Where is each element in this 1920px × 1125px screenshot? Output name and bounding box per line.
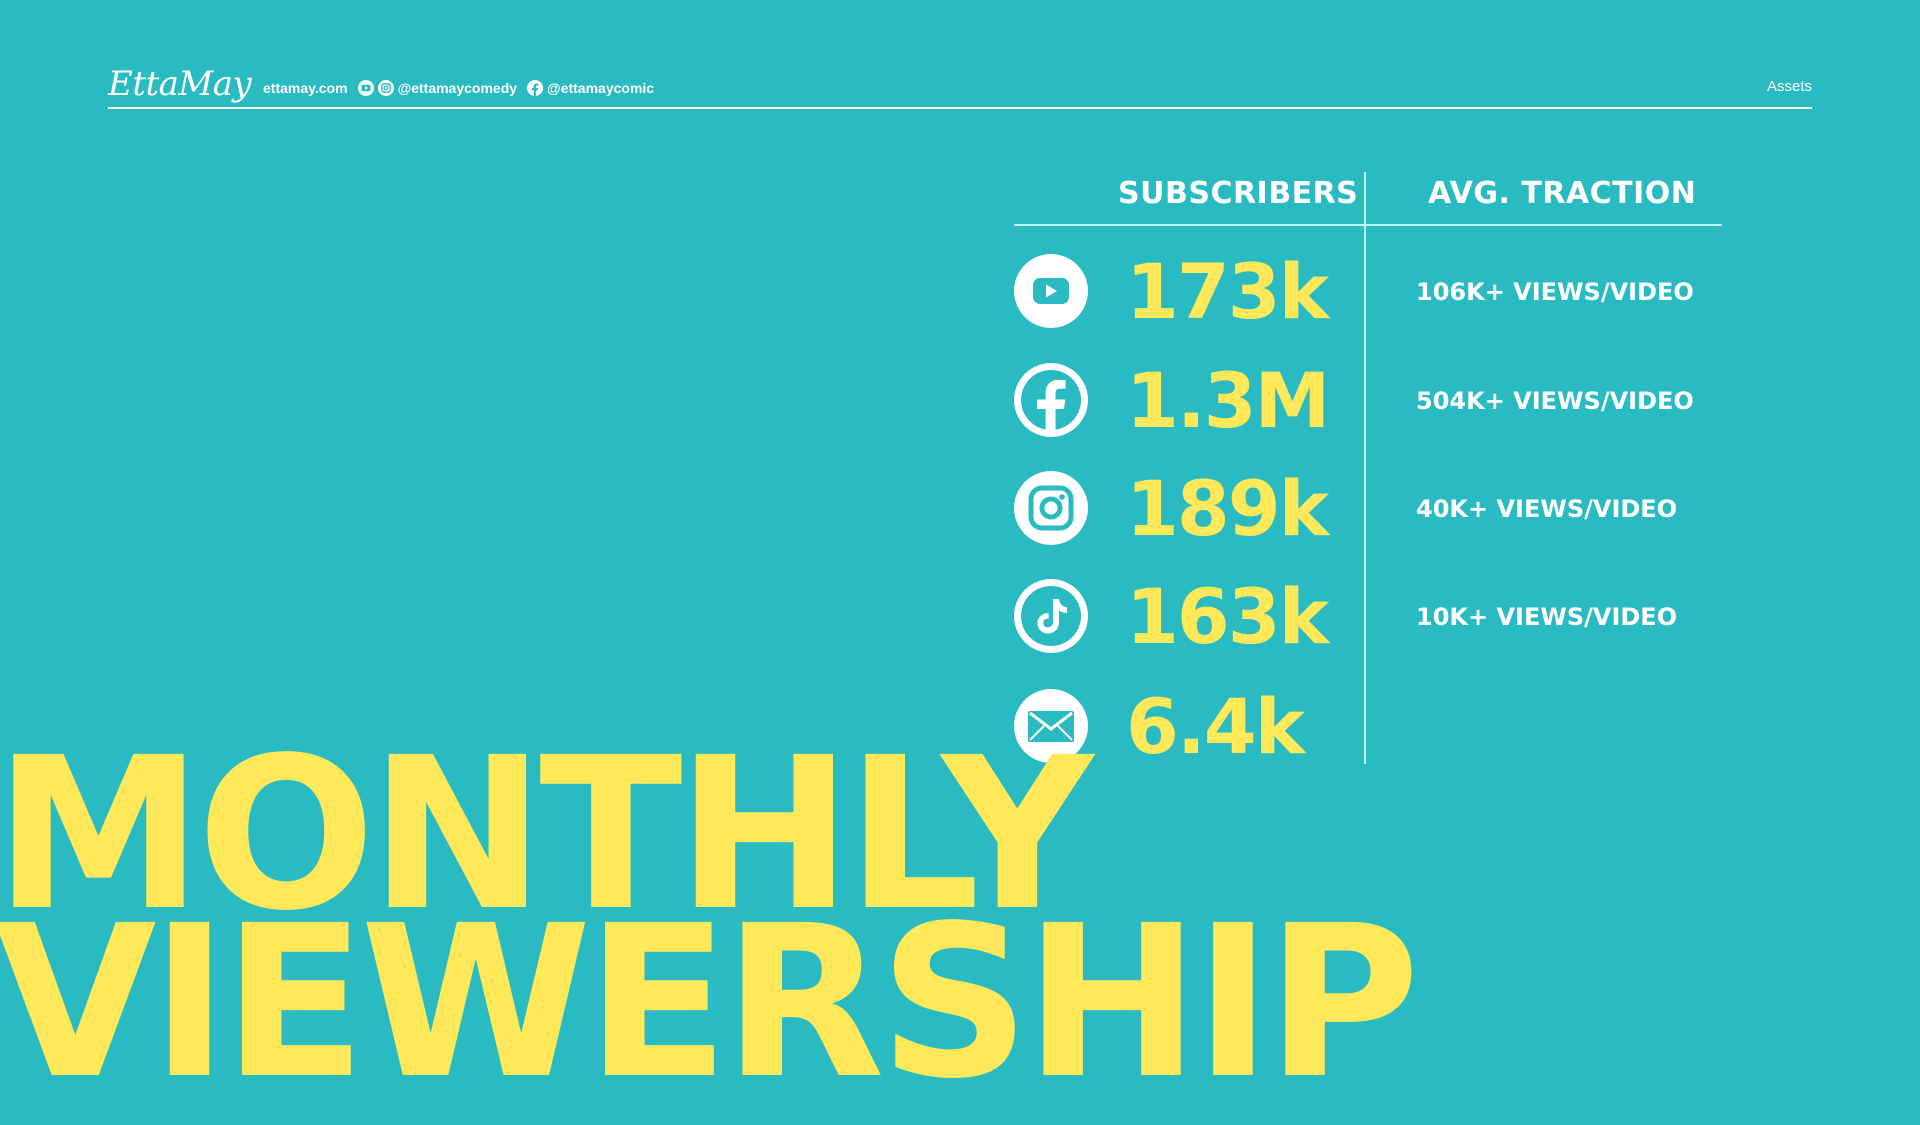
subscriber-count: 173k [1126, 247, 1329, 336]
social-handle: @ettamaycomedy [397, 80, 518, 96]
avg-traction: 10K+ VIEWS/VIDEO [1416, 603, 1678, 631]
assets-label[interactable]: Assets [1766, 78, 1812, 95]
subscriber-count: 6.4k [1126, 682, 1305, 771]
avg-traction: 504K+ VIEWS/VIDEO [1416, 387, 1694, 415]
stat-row-instagram: 189k 40K+ VIEWS/VIDEO [1014, 465, 1734, 553]
page-title-line-1: MONTHLY [0, 712, 1093, 957]
header: EttaMay ettamay.com @ettamaycomedy @etta… [108, 62, 1812, 110]
social-handle: @ettamaycomic [547, 80, 655, 96]
avg-traction: 40K+ VIEWS/VIDEO [1416, 495, 1678, 523]
header-links: ettamay.com @ettamaycomedy @ettamaycomic [263, 80, 654, 96]
instagram-icon [1014, 471, 1088, 545]
youtube-icon [357, 80, 374, 96]
subscribers-heading: SUBSCRIBERS [1118, 176, 1359, 211]
logo[interactable]: EttaMay [108, 64, 252, 104]
subscriber-count: 163k [1126, 572, 1329, 661]
stat-row-facebook: 1.3M 504K+ VIEWS/VIDEO [1014, 357, 1734, 445]
header-divider [108, 107, 1812, 109]
email-icon [1014, 689, 1088, 763]
facebook-icon [527, 80, 544, 96]
stat-row-email: 6.4k [1014, 683, 1734, 771]
stat-row-youtube: 173k 106K+ VIEWS/VIDEO [1014, 248, 1734, 336]
avg-traction-heading: AVG. TRACTION [1428, 176, 1697, 211]
social-link-comic[interactable]: @ettamaycomic [527, 80, 654, 96]
subscriber-count: 1.3M [1126, 356, 1330, 445]
website-link[interactable]: ettamay.com [263, 80, 348, 96]
tiktok-icon [1014, 579, 1088, 653]
subscriber-count: 189k [1126, 464, 1329, 553]
avg-traction: 106K+ VIEWS/VIDEO [1416, 278, 1694, 306]
table-header-divider [1014, 224, 1722, 226]
table-column-divider [1364, 172, 1366, 764]
stat-row-tiktok: 163k 10K+ VIEWS/VIDEO [1014, 573, 1734, 661]
instagram-icon [377, 80, 394, 96]
social-link-comedy[interactable]: @ettamaycomedy [357, 80, 518, 96]
youtube-icon [1014, 254, 1088, 328]
facebook-icon [1014, 363, 1088, 437]
page-title-line-2: VIEWERSHIP [0, 880, 1420, 1125]
